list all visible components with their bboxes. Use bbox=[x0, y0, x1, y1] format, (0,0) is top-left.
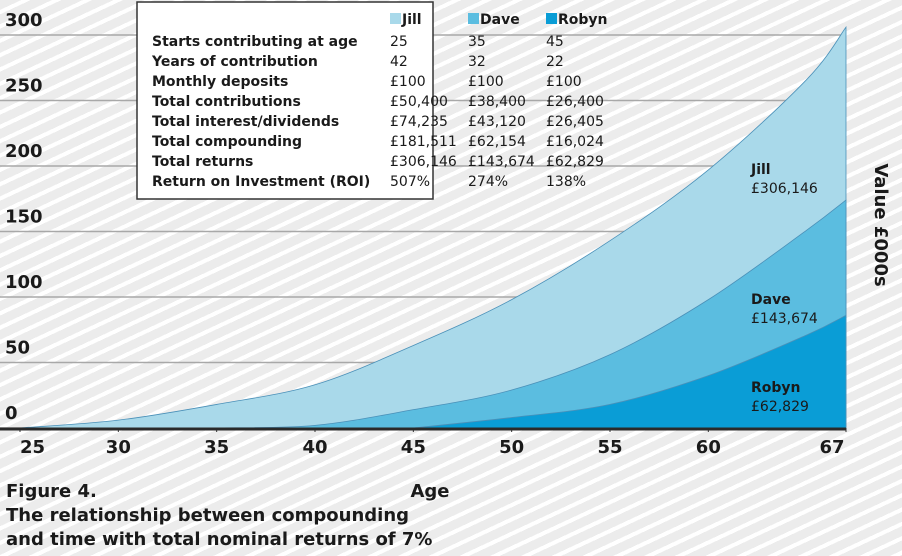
series-total: £62,829 bbox=[751, 399, 809, 415]
cell: £306,146 bbox=[390, 154, 457, 170]
table-box bbox=[136, 1, 434, 200]
x-tick-label: 40 bbox=[302, 437, 327, 458]
series-label: Robyn bbox=[751, 380, 801, 396]
figure-number: Figure 4. bbox=[6, 481, 97, 502]
cell: £74,235 bbox=[390, 114, 448, 130]
cell: £100 bbox=[468, 74, 504, 90]
x-tick-label: 45 bbox=[401, 437, 426, 458]
y-tick-label: 300 bbox=[5, 10, 43, 31]
cell: £181,511 bbox=[390, 134, 457, 150]
row-label: Total returns bbox=[152, 154, 253, 170]
x-tick-label: 55 bbox=[597, 437, 622, 458]
row-label: Total contributions bbox=[152, 94, 301, 110]
series-label: Jill bbox=[750, 162, 771, 178]
legend-label: Dave bbox=[480, 12, 520, 28]
x-axis-label: Age bbox=[410, 481, 449, 502]
x-tick-label: 35 bbox=[204, 437, 229, 458]
areas bbox=[19, 25, 847, 429]
x-tick-label: 30 bbox=[106, 437, 131, 458]
axes: 0 50 100 150 200 250 300 25 30 35 40 45 50 55 60 67 bbox=[0, 10, 847, 458]
series-label: Dave bbox=[751, 292, 791, 308]
x-tick-label: 67 bbox=[819, 437, 844, 458]
y-tick-label: 0 bbox=[5, 403, 18, 424]
cell: £38,400 bbox=[468, 94, 526, 110]
row-label: Total compounding bbox=[152, 134, 302, 150]
cell: 32 bbox=[468, 54, 486, 70]
cell: 22 bbox=[546, 54, 564, 70]
y-tick-label: 200 bbox=[5, 141, 43, 162]
area bbox=[19, 25, 847, 429]
cell: 274% bbox=[468, 174, 508, 190]
legend-label: Robyn bbox=[558, 12, 608, 28]
legend-swatch bbox=[390, 13, 401, 24]
cell: £43,120 bbox=[468, 114, 526, 130]
y-tick-label: 100 bbox=[5, 272, 43, 293]
cell: £100 bbox=[546, 74, 582, 90]
row-label: Return on Investment (ROI) bbox=[152, 174, 370, 190]
cell: £62,154 bbox=[468, 134, 526, 150]
row-label: Starts contributing at age bbox=[152, 34, 358, 50]
cell: £50,400 bbox=[390, 94, 448, 110]
series-total: £306,146 bbox=[751, 181, 818, 197]
y-axis-label: Value £000s bbox=[870, 163, 891, 286]
series-total: £143,674 bbox=[751, 311, 818, 327]
cell: 507% bbox=[390, 174, 430, 190]
caption-line: and time with total nominal returns of 7… bbox=[6, 529, 432, 550]
area bbox=[216, 199, 847, 429]
cell: £26,400 bbox=[546, 94, 604, 110]
row-label: Total interest/dividends bbox=[152, 114, 339, 130]
cell: 138% bbox=[546, 174, 586, 190]
x-tick-label: 60 bbox=[696, 437, 721, 458]
cell: 35 bbox=[468, 34, 486, 50]
cell: £16,024 bbox=[546, 134, 604, 150]
caption-line: The relationship between compounding bbox=[6, 505, 409, 526]
row-label: Monthly deposits bbox=[152, 74, 288, 90]
y-tick-label: 250 bbox=[5, 76, 43, 97]
area bbox=[413, 314, 847, 429]
legend-label: Jill bbox=[401, 12, 422, 28]
cell: 42 bbox=[390, 54, 408, 70]
annotations: Jill £306,146 Dave £143,674 Robyn £62,829 bbox=[750, 162, 818, 415]
cell: 45 bbox=[546, 34, 564, 50]
x-tick-label: 50 bbox=[499, 437, 524, 458]
legend-swatch bbox=[546, 13, 557, 24]
y-tick-label: 50 bbox=[5, 338, 30, 359]
cell: £62,829 bbox=[546, 154, 604, 170]
cell: 25 bbox=[390, 34, 408, 50]
cell: £26,405 bbox=[546, 114, 604, 130]
cell: £100 bbox=[390, 74, 426, 90]
table: Jill Dave Robyn Starts contributing at age 2… bbox=[151, 12, 608, 190]
y-tick-label: 150 bbox=[5, 207, 43, 228]
cell: £143,674 bbox=[468, 154, 535, 170]
row-label: Years of contribution bbox=[151, 54, 318, 70]
x-tick-label: 25 bbox=[20, 437, 45, 458]
legend-swatch bbox=[468, 13, 479, 24]
